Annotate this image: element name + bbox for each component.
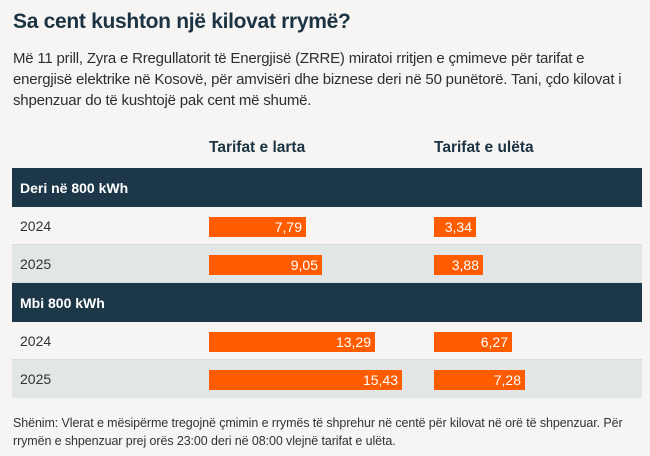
bar-high: 9,05 bbox=[209, 255, 322, 275]
bar-low: 3,34 bbox=[434, 217, 476, 237]
bar-high: 13,29 bbox=[209, 332, 375, 352]
row-year: 2024 bbox=[20, 218, 52, 234]
bar-low: 7,28 bbox=[434, 370, 525, 390]
row-year: 2025 bbox=[20, 256, 52, 272]
bar-low: 3,88 bbox=[434, 255, 483, 275]
bar-high: 15,43 bbox=[209, 370, 402, 390]
column-header-low: Tarifat e ulëta bbox=[434, 139, 534, 156]
table-row: 2024 13,29 6,27 bbox=[12, 322, 642, 360]
intro-text: Më 11 prill, Zyra e Rregullatorit të Ene… bbox=[13, 50, 622, 109]
row-year: 2025 bbox=[20, 371, 52, 387]
tariff-table: Deri në 800 kWh 2024 7,79 3,34 2025 9,05… bbox=[12, 168, 642, 398]
bar-low: 6,27 bbox=[434, 332, 512, 352]
bar-high: 7,79 bbox=[209, 217, 306, 237]
footnote: Shënim: Vlerat e mësipërme tregojnë çmim… bbox=[13, 416, 623, 448]
table-row: 2024 7,79 3,34 bbox=[12, 207, 642, 245]
column-header-high: Tarifat e larta bbox=[209, 139, 306, 156]
chart-title: Sa cent kushton një kilovat rrymë? bbox=[13, 10, 351, 33]
group-header: Deri në 800 kWh bbox=[12, 168, 642, 207]
row-year: 2024 bbox=[20, 333, 52, 349]
group-header: Mbi 800 kWh bbox=[12, 283, 642, 322]
table-row: 2025 9,05 3,88 bbox=[12, 245, 642, 283]
table-row: 2025 15,43 7,28 bbox=[12, 360, 642, 398]
